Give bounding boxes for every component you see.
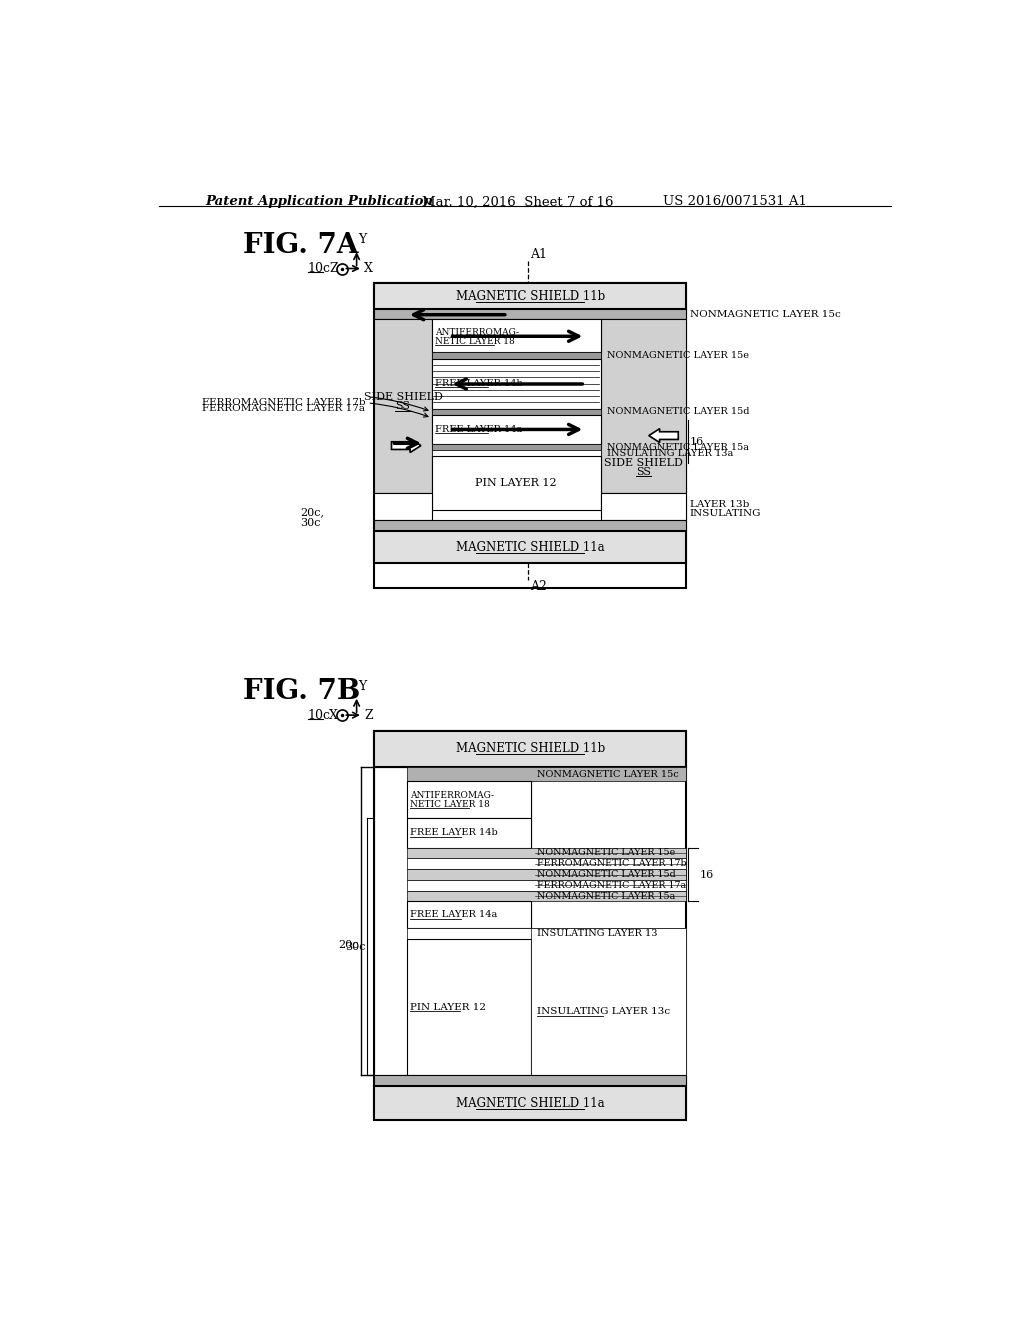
Text: MAGNETIC SHIELD 11a: MAGNETIC SHIELD 11a bbox=[456, 541, 604, 554]
Bar bbox=[432, 359, 601, 409]
Text: NONMAGNETIC LAYER 15e: NONMAGNETIC LAYER 15e bbox=[607, 351, 749, 360]
Text: FREE LAYER 14b: FREE LAYER 14b bbox=[410, 829, 498, 837]
Text: FREE LAYER 14b: FREE LAYER 14b bbox=[435, 379, 522, 388]
Text: PIN LAYER 12: PIN LAYER 12 bbox=[410, 1003, 486, 1012]
Text: NONMAGNETIC LAYER 15a: NONMAGNETIC LAYER 15a bbox=[538, 891, 676, 900]
Text: NONMAGNETIC LAYER 15c: NONMAGNETIC LAYER 15c bbox=[690, 310, 841, 319]
FancyArrow shape bbox=[649, 429, 678, 442]
Text: NONMAGNETIC LAYER 15d: NONMAGNETIC LAYER 15d bbox=[538, 870, 676, 879]
Text: FERROMAGNETIC LAYER 17a: FERROMAGNETIC LAYER 17a bbox=[202, 403, 428, 417]
Text: NETIC LAYER 18: NETIC LAYER 18 bbox=[435, 337, 515, 346]
Text: MAGNETIC SHIELD 11a: MAGNETIC SHIELD 11a bbox=[456, 1097, 604, 1110]
Text: US 2016/0071531 A1: US 2016/0071531 A1 bbox=[663, 195, 807, 209]
Text: PIN LAYER 12: PIN LAYER 12 bbox=[475, 478, 557, 488]
Text: FERROMAGNETIC LAYER 17a: FERROMAGNETIC LAYER 17a bbox=[538, 880, 686, 890]
Bar bbox=[375, 494, 432, 520]
Bar bbox=[375, 767, 531, 1076]
Text: MAGNETIC SHIELD 11b: MAGNETIC SHIELD 11b bbox=[456, 742, 605, 755]
Text: 10c: 10c bbox=[308, 261, 331, 275]
Text: MAGNETIC SHIELD 11b: MAGNETIC SHIELD 11b bbox=[456, 289, 605, 302]
Bar bbox=[375, 520, 686, 531]
Text: ANTIFERROMAG-: ANTIFERROMAG- bbox=[410, 791, 495, 800]
Bar bbox=[432, 319, 601, 352]
Bar bbox=[601, 319, 686, 494]
Text: 16: 16 bbox=[690, 437, 705, 446]
Text: FIG. 7B: FIG. 7B bbox=[243, 678, 360, 705]
Bar bbox=[407, 781, 531, 818]
Text: NONMAGNETIC LAYER 15c: NONMAGNETIC LAYER 15c bbox=[538, 770, 679, 779]
Bar bbox=[407, 847, 686, 858]
Text: ANTIFERROMAG-: ANTIFERROMAG- bbox=[435, 327, 519, 337]
Text: LAYER 13b: LAYER 13b bbox=[690, 500, 750, 508]
Text: Patent Application Publication: Patent Application Publication bbox=[206, 195, 433, 209]
Text: INSULATING LAYER 13c: INSULATING LAYER 13c bbox=[538, 1007, 671, 1015]
Text: FERROMAGNETIC LAYER 17b: FERROMAGNETIC LAYER 17b bbox=[202, 397, 428, 411]
Text: A2: A2 bbox=[530, 581, 547, 594]
Text: Y: Y bbox=[358, 234, 367, 246]
Text: 30c: 30c bbox=[345, 942, 366, 952]
Text: NONMAGNETIC LAYER 15a: NONMAGNETIC LAYER 15a bbox=[607, 442, 749, 451]
Bar bbox=[375, 284, 686, 309]
Text: SS: SS bbox=[395, 401, 411, 412]
Bar bbox=[531, 928, 686, 1076]
Bar bbox=[407, 880, 686, 891]
Bar bbox=[375, 1076, 686, 1086]
Bar bbox=[375, 531, 686, 564]
Bar bbox=[407, 767, 686, 781]
Text: SIDE SHIELD: SIDE SHIELD bbox=[364, 392, 442, 403]
Bar bbox=[407, 869, 686, 880]
Bar bbox=[375, 730, 686, 767]
Text: SIDE SHIELD: SIDE SHIELD bbox=[604, 458, 683, 467]
Text: 20c: 20c bbox=[339, 940, 359, 949]
Text: Z: Z bbox=[365, 709, 373, 722]
Text: X: X bbox=[365, 261, 374, 275]
Text: FERROMAGNETIC LAYER 17b: FERROMAGNETIC LAYER 17b bbox=[538, 859, 687, 869]
Bar bbox=[432, 457, 601, 511]
Bar bbox=[375, 309, 686, 319]
Bar bbox=[601, 494, 686, 520]
Bar bbox=[407, 891, 686, 902]
Bar bbox=[375, 319, 432, 494]
Text: INSULATING LAYER 13: INSULATING LAYER 13 bbox=[538, 929, 657, 939]
Text: NONMAGNETIC LAYER 15d: NONMAGNETIC LAYER 15d bbox=[607, 408, 750, 416]
Text: 16: 16 bbox=[700, 870, 714, 879]
Text: NONMAGNETIC LAYER 15e: NONMAGNETIC LAYER 15e bbox=[538, 849, 676, 858]
Bar bbox=[407, 928, 686, 940]
Text: FREE LAYER 14a: FREE LAYER 14a bbox=[435, 425, 522, 434]
Bar bbox=[407, 858, 686, 869]
Bar bbox=[432, 352, 601, 359]
Bar bbox=[432, 409, 601, 414]
Text: Y: Y bbox=[358, 680, 367, 693]
Text: Mar. 10, 2016  Sheet 7 of 16: Mar. 10, 2016 Sheet 7 of 16 bbox=[423, 195, 614, 209]
Text: 20c,: 20c, bbox=[300, 508, 324, 517]
Bar bbox=[432, 450, 601, 457]
Bar bbox=[432, 444, 601, 450]
Text: 30c: 30c bbox=[300, 519, 321, 528]
Text: A1: A1 bbox=[530, 248, 547, 261]
Text: Z: Z bbox=[330, 261, 338, 275]
Bar bbox=[375, 1086, 686, 1121]
Bar bbox=[375, 730, 686, 1115]
Bar bbox=[407, 902, 531, 928]
FancyArrow shape bbox=[391, 438, 421, 453]
Text: FREE LAYER 14a: FREE LAYER 14a bbox=[410, 911, 498, 920]
Bar bbox=[407, 940, 531, 1076]
Text: FIG. 7A: FIG. 7A bbox=[243, 231, 358, 259]
Text: NETIC LAYER 18: NETIC LAYER 18 bbox=[410, 800, 489, 809]
Text: INSULATING LAYER 13a: INSULATING LAYER 13a bbox=[607, 449, 733, 458]
Text: 10c: 10c bbox=[308, 709, 331, 722]
Bar bbox=[375, 284, 686, 589]
Text: X: X bbox=[329, 709, 338, 722]
Bar bbox=[407, 818, 531, 847]
Bar bbox=[432, 414, 601, 444]
Text: INSULATING: INSULATING bbox=[690, 510, 762, 517]
Text: SS: SS bbox=[636, 467, 651, 477]
